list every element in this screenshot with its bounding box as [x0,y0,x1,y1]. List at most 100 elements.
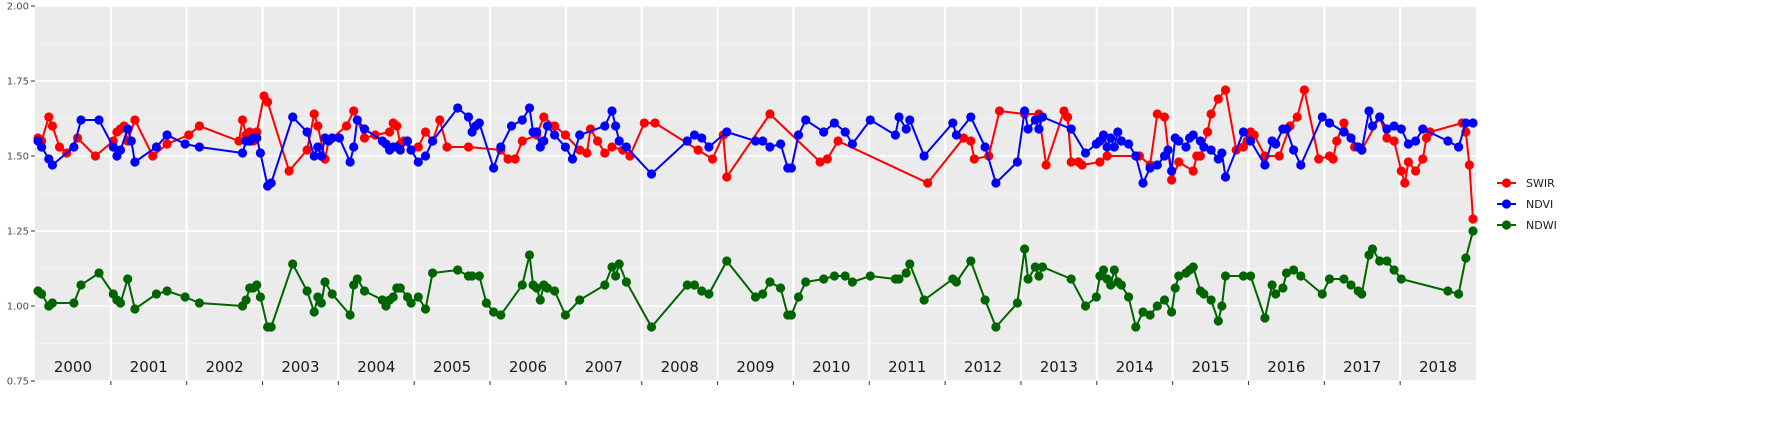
data-point [1034,271,1044,281]
data-point [385,127,395,137]
data-point [320,277,330,287]
year-label: 2007 [585,358,623,376]
data-point [302,145,312,155]
data-point [76,115,86,125]
data-point [765,109,775,119]
data-point [1095,157,1105,167]
data-point [94,268,104,278]
data-point [1199,289,1209,299]
data-point [1289,145,1299,155]
data-point [284,166,294,176]
data-point [1396,166,1406,176]
data-point [980,142,990,152]
data-point [1292,112,1302,122]
data-point [76,280,86,290]
data-point [481,298,491,308]
data-point [237,148,248,158]
data-point [650,118,660,128]
data-point [600,148,610,158]
data-point [1346,133,1356,143]
data-point [442,142,452,152]
data-point [793,292,804,302]
data-point [801,115,811,125]
data-point [1375,256,1385,266]
data-point [334,133,344,143]
data-point [54,142,65,152]
data-point [1138,178,1148,188]
data-point [793,130,804,140]
year-label: 2001 [130,358,168,376]
data-point [1145,163,1155,173]
data-point [359,124,370,134]
series-ndvi [33,103,1478,191]
data-point [1124,139,1134,149]
data-point [532,283,542,293]
data-point [47,160,58,170]
data-point [991,322,1001,332]
data-point [1080,301,1091,311]
data-point [1418,154,1428,164]
data-point [1109,265,1119,275]
data-point [327,289,337,299]
data-point [1131,322,1141,332]
data-point [847,277,858,287]
data-point [1382,124,1392,134]
data-point [1159,295,1170,305]
data-point [130,115,140,125]
data-point [1098,265,1109,275]
data-point [722,256,732,266]
data-point [302,127,312,137]
data-point [1188,166,1198,176]
data-point [428,136,438,146]
data-point [1152,301,1162,311]
data-point [517,280,527,290]
data-point [948,118,958,128]
data-point [162,286,172,296]
data-point [263,97,273,107]
data-point [611,271,621,281]
year-label: 2002 [206,358,244,376]
y-tick-label: 1.50 [7,152,29,163]
data-point [463,142,474,152]
data-point [1217,301,1227,311]
data-point [991,178,1001,188]
data-point [689,130,700,140]
data-point [151,142,161,152]
data-point [1206,109,1216,119]
data-point [542,121,553,131]
data-point [1152,109,1162,119]
data-point [1346,280,1356,290]
data-point [593,136,603,146]
data-point [1220,85,1231,95]
data-point [1188,130,1198,140]
data-point [1418,124,1428,134]
data-point [1199,142,1209,152]
data-point [1188,262,1198,272]
data-point [532,127,542,137]
data-point [1020,244,1030,254]
data-point [750,136,761,146]
data-point [309,109,319,119]
data-point [575,130,585,140]
data-point [252,133,262,143]
data-point [1364,106,1374,116]
data-point [47,121,58,131]
data-point [1030,115,1040,125]
data-point [1113,127,1123,137]
data-point [489,307,499,317]
year-label: 2009 [736,358,774,376]
data-point [1332,136,1342,146]
data-point [1220,172,1231,182]
data-point [496,310,506,320]
data-point [1367,121,1378,131]
data-point [1012,157,1023,167]
data-point [162,139,172,149]
data-point [1443,136,1453,146]
data-point [776,283,786,293]
data-point [1116,136,1126,146]
data-point [1403,157,1413,167]
year-label: 2013 [1040,358,1078,376]
data-point [1367,244,1378,254]
data-point [37,142,47,152]
data-point [1357,289,1367,299]
